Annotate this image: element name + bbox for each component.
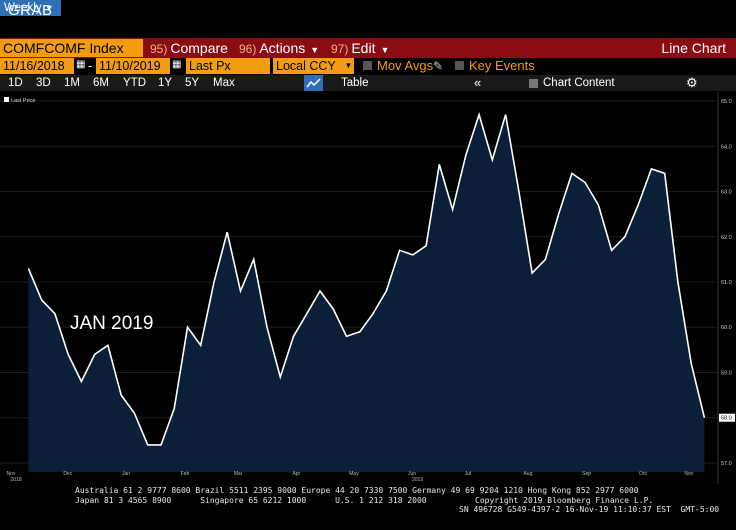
actions-number: 96) [239,42,257,56]
start-date-field[interactable]: 11/16/2018 [0,58,74,74]
y-tick-label: 65.0 [721,99,732,105]
mov-avgs-label: Mov Avgs [377,58,434,73]
x-tick-label: Oct [639,471,647,477]
actions-label: Actions [259,40,306,56]
y-tick-label: 61.0 [721,280,732,286]
line-chart-icon[interactable] [304,75,323,91]
chart-content-button[interactable]: Chart Content [543,77,615,89]
x-tick-label: May [349,471,359,477]
chart-type-label: Line Chart [661,40,726,56]
y-tick-label: 63.0 [721,190,732,196]
chart-annotation: JAN 2019 [70,313,153,334]
y-tick-label: 62.0 [721,235,732,241]
legend-swatch [4,97,9,102]
y-tick-label: 60.0 [721,325,732,331]
footer-line-2: Japan 81 3 4565 8900 Singapore 65 6212 1… [75,495,427,505]
x-tick-label: Jun [408,471,416,477]
table-button[interactable]: Table [341,77,369,89]
edit-number: 97) [331,42,349,56]
timeframe-bar [0,75,736,91]
date-separator: - [88,58,93,73]
edit-button[interactable]: 97) Edit ▼ [331,39,389,57]
x-tick-label: Apr [292,471,300,477]
end-date-field[interactable]: 11/10/2019 [96,58,170,74]
x-year-label: 2019 [412,477,423,483]
window-title: GRAB [8,2,53,19]
last-value-label: 58.0 [721,416,732,422]
footer-line-3: SN 496728 G549-4397-2 16-Nov-19 11:10:37… [459,505,720,514]
timeframe-1y[interactable]: 1Y [158,77,173,89]
timeframe-3d[interactable]: 3D [36,77,51,89]
pencil-icon[interactable]: ✎ [433,59,444,73]
legend-label: Last Price [11,98,35,104]
y-axis: 65.0 64.0 63.0 62.0 61.0 60.0 59.0 58.0 57.0 [721,99,732,467]
price-area [28,114,705,472]
chevron-down-icon: ▼ [44,3,54,13]
chevron-down-icon[interactable]: ▼ [343,58,354,74]
toolbar [0,38,736,58]
last-value-box [719,413,735,422]
currency-select[interactable]: Local CCY [273,58,343,74]
x-tick-label: Jul [465,471,471,477]
timeframe-1d[interactable]: 1D [8,77,23,89]
price-line [27,111,706,446]
x-tick-label: Nov [684,471,693,477]
x-tick-label: Mar [234,471,243,477]
calendar-icon[interactable]: ▦ [76,59,86,70]
actions-button[interactable]: 96) Actions ▼ [239,39,319,57]
x-tick-label: Jan [122,471,130,477]
key-events-label: Key Events [469,58,535,73]
timeframe-ytd[interactable]: YTD [123,77,146,89]
x-year-label: 2018 [11,477,22,483]
mov-avgs-checkbox[interactable] [363,61,372,70]
price-field-select[interactable]: Last Px [186,58,270,74]
chevron-down-icon: ▼ [380,45,390,55]
ticker-field[interactable]: COMFCOMF Index [0,39,143,57]
period-select[interactable]: Weekly ▼ [0,0,61,16]
x-tick-label: Sep [582,471,591,477]
x-axis: Nov Dec Jan Feb Mar Apr May Jun Jul Aug Sep Oct Nov2… [7,471,694,483]
footer-copyright: Copyright 2019 Bloomberg Finance L.P. [475,495,654,505]
period-label: Weekly [4,2,42,14]
y-tick-label: 59.0 [721,370,732,376]
y-tick-label: 57.0 [721,461,732,467]
timeframe-5y[interactable]: 5Y [185,77,200,89]
chart-content-checkbox[interactable] [529,79,538,88]
last-value-marker: 58.0 [719,413,735,422]
x-tick-label: Aug [523,471,532,477]
footer-line-1: Australia 61 2 9777 8600 Brazil 5511 239… [75,486,639,495]
calendar-icon[interactable]: ▦ [172,59,182,70]
edit-label: Edit [351,40,376,56]
compare-label: Compare [170,40,228,56]
compare-number: 95) [150,42,168,56]
chevron-down-icon: ▼ [310,45,320,55]
gear-icon[interactable]: ⚙ [686,75,698,90]
timeframe-max[interactable]: Max [213,77,235,89]
key-events-checkbox[interactable] [455,61,464,70]
timeframe-6m[interactable]: 6M [93,77,109,89]
collapse-icon[interactable]: « [474,75,482,90]
price-chart: 65.0 64.0 63.0 62.0 61.0 60.0 59.0 58.0 57.0 Nov… [0,92,735,484]
x-tick-label: Nov [7,471,16,477]
compare-button[interactable]: 95) Compare [150,39,228,57]
timeframe-1m[interactable]: 1M [64,77,80,89]
y-tick-label: 64.0 [721,144,732,150]
x-tick-label: Feb [181,471,190,477]
x-tick-label: Dec [63,471,72,477]
